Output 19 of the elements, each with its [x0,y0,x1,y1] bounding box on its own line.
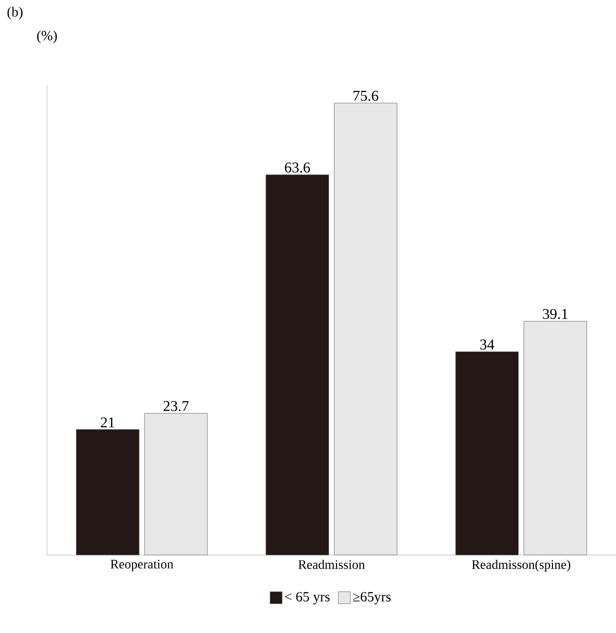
legend-label: ≥65yrs [353,592,391,604]
data-label: 23.7 [164,401,189,412]
data-label: 34 [480,340,494,350]
data-label: 21 [100,417,114,428]
bar [455,352,519,556]
legend-label: < 65 yrs [284,592,330,604]
data-label: 75.6 [354,90,378,101]
bar [144,413,208,556]
x-tick-label: Readmission [298,560,365,569]
bar [76,429,140,556]
x-tick-label: Readmisson(spine) [472,560,570,572]
y-axis-title: (%) [37,30,57,44]
chart-title: (b) [7,6,22,20]
x-tick-label: Reoperation [110,560,174,572]
bar [266,174,329,556]
data-label: 39.1 [542,308,568,320]
bar [334,102,398,556]
data-label: 63.6 [284,162,310,173]
bar [524,321,587,556]
